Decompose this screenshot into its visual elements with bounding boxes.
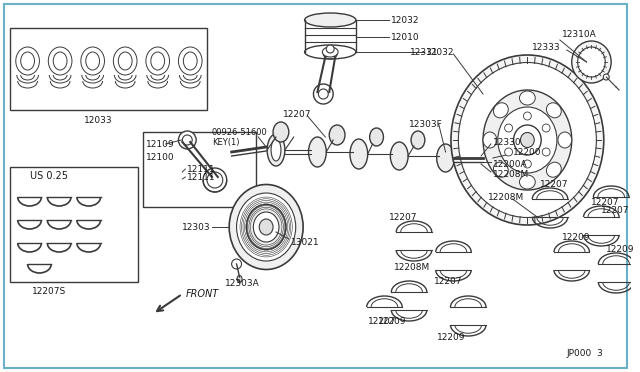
Text: 12303F: 12303F [409,119,443,128]
Ellipse shape [314,84,333,104]
Ellipse shape [411,131,425,149]
Ellipse shape [558,132,572,148]
Text: 12331: 12331 [410,48,438,57]
Ellipse shape [604,74,609,80]
Text: US 0.25: US 0.25 [29,171,68,181]
Text: 12209: 12209 [562,232,590,241]
Circle shape [505,148,513,156]
Ellipse shape [451,55,604,225]
Ellipse shape [237,193,296,261]
Text: 12310A: 12310A [562,29,596,38]
Text: FRONT: FRONT [186,289,219,299]
Ellipse shape [323,47,338,57]
Text: 12207: 12207 [368,317,396,327]
Text: 12209: 12209 [606,246,635,254]
Ellipse shape [318,89,328,99]
Ellipse shape [493,103,508,118]
Ellipse shape [182,135,192,145]
Ellipse shape [246,205,286,250]
Ellipse shape [305,13,356,27]
Text: 12333: 12333 [532,42,561,51]
Text: 12207: 12207 [540,180,569,189]
Ellipse shape [203,168,227,192]
Text: 12207: 12207 [591,198,620,206]
Ellipse shape [390,142,408,170]
Ellipse shape [207,172,223,188]
Ellipse shape [370,128,383,146]
Ellipse shape [350,139,368,169]
Text: 13021: 13021 [291,237,319,247]
Bar [10,28,207,110]
Ellipse shape [520,91,535,105]
Ellipse shape [547,103,561,118]
Ellipse shape [326,45,334,53]
Ellipse shape [305,45,356,59]
Text: 12208M: 12208M [488,192,524,202]
Text: 12208M: 12208M [394,263,431,273]
Ellipse shape [513,125,541,155]
Text: JP000  3: JP000 3 [567,350,604,359]
Ellipse shape [547,162,561,177]
Text: 12207: 12207 [389,212,418,221]
Ellipse shape [572,41,611,83]
Text: 12330: 12330 [493,138,522,147]
Ellipse shape [520,175,535,189]
Text: 12209: 12209 [378,317,406,327]
Circle shape [542,124,550,132]
Ellipse shape [493,162,508,177]
Ellipse shape [436,144,454,172]
Text: 12033: 12033 [84,115,113,125]
Text: 12111: 12111 [188,164,216,173]
Ellipse shape [237,276,242,282]
Ellipse shape [578,47,605,77]
Ellipse shape [273,122,289,142]
Circle shape [542,148,550,156]
Text: 12209: 12209 [437,333,466,341]
Text: 12207: 12207 [602,205,630,215]
Ellipse shape [498,107,557,173]
Text: 12207: 12207 [434,278,462,286]
Ellipse shape [483,90,572,190]
Bar [10,167,138,282]
Circle shape [524,160,531,168]
Ellipse shape [458,62,596,218]
Ellipse shape [179,131,196,149]
Ellipse shape [520,132,534,148]
Circle shape [505,124,513,132]
Circle shape [524,112,531,120]
Text: 12032: 12032 [426,48,454,57]
Text: 12303A: 12303A [225,279,259,289]
Text: 12200: 12200 [513,148,541,157]
Text: 12208M: 12208M [493,170,529,179]
Ellipse shape [267,134,285,166]
Ellipse shape [483,132,497,148]
Ellipse shape [253,212,279,242]
Text: 12100: 12100 [146,153,175,161]
Ellipse shape [458,155,468,165]
Ellipse shape [329,125,345,145]
Text: 12109: 12109 [146,140,175,148]
Text: 12303: 12303 [182,222,211,231]
Text: 12010: 12010 [391,32,420,42]
Text: 12200A: 12200A [493,160,527,169]
Text: KEY(1): KEY(1) [212,138,239,147]
Bar [143,132,256,207]
Text: 00926-51600: 00926-51600 [212,128,268,137]
Text: 12111: 12111 [188,173,216,182]
Ellipse shape [308,137,326,167]
Text: 12207: 12207 [283,109,312,119]
Ellipse shape [259,219,273,235]
Ellipse shape [271,139,281,161]
Text: 12032: 12032 [391,16,420,25]
Ellipse shape [232,259,241,269]
Text: 12207S: 12207S [32,288,67,296]
Ellipse shape [229,185,303,269]
